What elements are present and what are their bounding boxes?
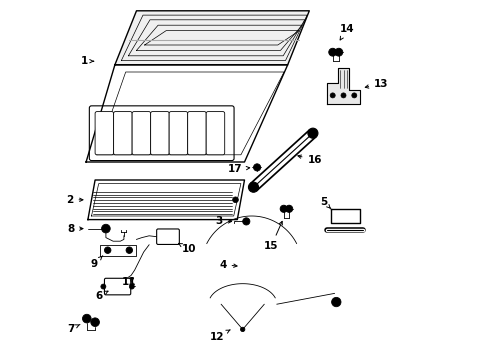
Text: 7: 7	[67, 324, 80, 334]
Circle shape	[253, 164, 260, 171]
Circle shape	[82, 314, 91, 323]
FancyBboxPatch shape	[150, 112, 169, 155]
Text: 1: 1	[81, 56, 93, 66]
Circle shape	[331, 297, 340, 307]
Text: 6: 6	[95, 291, 108, 301]
Circle shape	[126, 247, 132, 253]
FancyBboxPatch shape	[156, 229, 179, 244]
Text: 14: 14	[339, 24, 354, 40]
Circle shape	[334, 48, 342, 56]
Text: 2: 2	[66, 195, 83, 205]
FancyBboxPatch shape	[95, 112, 113, 155]
Text: 11: 11	[121, 277, 136, 287]
Polygon shape	[86, 65, 287, 162]
Text: 15: 15	[264, 221, 282, 251]
Circle shape	[91, 318, 99, 327]
FancyBboxPatch shape	[187, 112, 206, 155]
Circle shape	[285, 205, 292, 212]
Text: 16: 16	[297, 155, 321, 165]
Text: 17: 17	[228, 164, 249, 174]
Circle shape	[280, 205, 287, 212]
Circle shape	[129, 284, 134, 289]
Text: 13: 13	[365, 78, 388, 89]
Circle shape	[104, 247, 111, 253]
Circle shape	[240, 327, 244, 332]
FancyBboxPatch shape	[113, 112, 132, 155]
Text: 9: 9	[91, 256, 102, 269]
Circle shape	[351, 93, 356, 98]
Circle shape	[103, 226, 108, 231]
Text: 8: 8	[67, 224, 83, 234]
Text: 3: 3	[215, 216, 231, 226]
FancyBboxPatch shape	[206, 112, 224, 155]
Circle shape	[307, 128, 317, 138]
Polygon shape	[115, 11, 309, 65]
Text: 4: 4	[219, 260, 237, 270]
Polygon shape	[88, 180, 244, 220]
FancyBboxPatch shape	[132, 112, 150, 155]
Circle shape	[232, 197, 238, 203]
Circle shape	[329, 93, 335, 98]
Circle shape	[101, 284, 106, 289]
FancyBboxPatch shape	[169, 112, 187, 155]
Polygon shape	[326, 68, 359, 104]
Circle shape	[242, 218, 249, 225]
Circle shape	[340, 93, 346, 98]
Text: 5: 5	[320, 197, 329, 208]
Circle shape	[328, 48, 336, 56]
FancyBboxPatch shape	[104, 278, 130, 295]
Circle shape	[248, 182, 258, 192]
Circle shape	[102, 224, 110, 233]
Text: 12: 12	[210, 330, 229, 342]
Text: 10: 10	[178, 243, 196, 254]
